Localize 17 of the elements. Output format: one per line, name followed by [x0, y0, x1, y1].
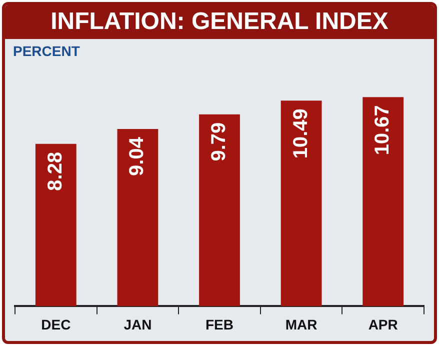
x-tick-label: DEC — [41, 316, 71, 332]
data-label: 10.49 — [290, 108, 312, 159]
chart-title: INFLATION: GENERAL INDEX — [5, 5, 434, 39]
x-tick-label: MAR — [285, 316, 318, 332]
x-tick-label: APR — [368, 316, 398, 332]
data-label: 8.28 — [44, 152, 66, 191]
data-label: 9.79 — [208, 122, 230, 162]
bar — [117, 129, 158, 306]
bar — [35, 144, 76, 306]
bar — [199, 114, 240, 306]
bar — [280, 100, 322, 306]
x-tick-label: JAN — [124, 316, 152, 332]
x-tick-label: FEB — [206, 316, 234, 332]
data-label: 10.67 — [372, 105, 394, 156]
bar — [362, 97, 404, 306]
y-axis-title: PERCENT — [13, 43, 80, 59]
data-label: 9.04 — [126, 136, 148, 176]
